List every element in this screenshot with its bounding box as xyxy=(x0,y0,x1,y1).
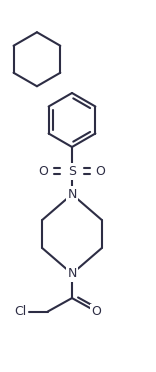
Text: O: O xyxy=(91,305,101,318)
Text: N: N xyxy=(67,188,77,201)
Text: O: O xyxy=(95,165,105,178)
Text: Cl: Cl xyxy=(15,305,27,318)
Text: S: S xyxy=(68,165,76,178)
Text: N: N xyxy=(67,267,77,280)
Text: O: O xyxy=(39,165,49,178)
